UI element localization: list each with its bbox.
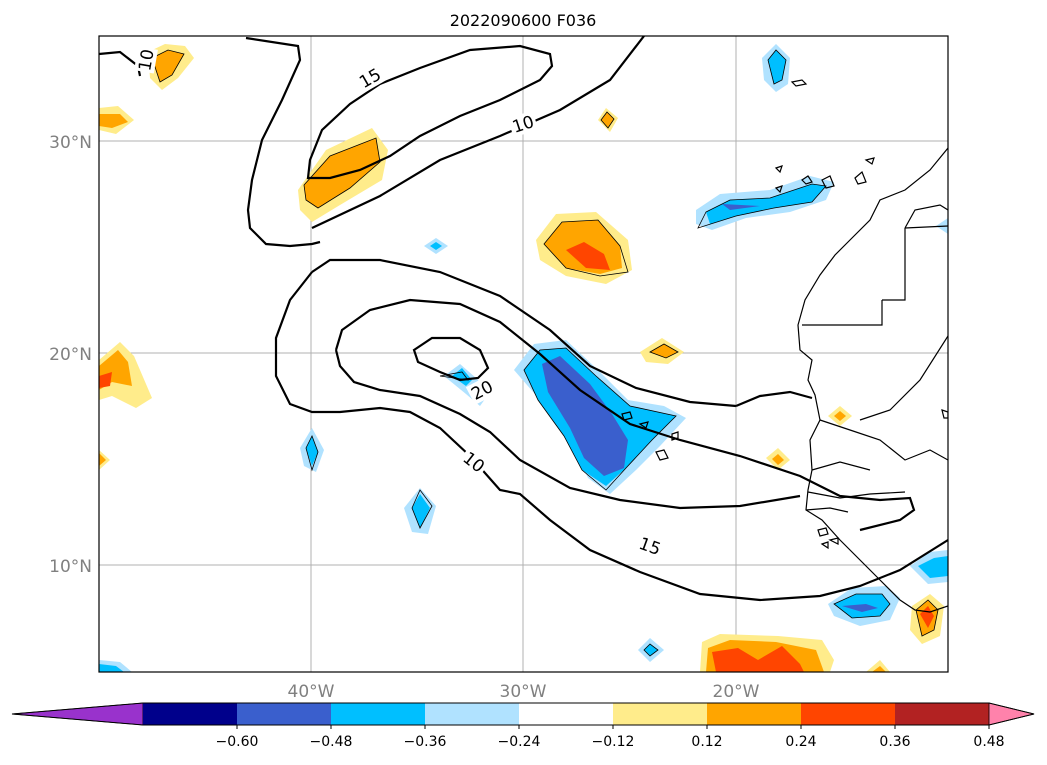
speed-contours (99, 36, 948, 602)
colorbar-tick-label: −0.12 (592, 734, 635, 750)
lon-label-20w: 20°W (713, 682, 760, 702)
colorbar-extend-low (11, 702, 144, 726)
colorbar-tick-label: −0.24 (498, 734, 541, 750)
colorbar-tick-label: 0.36 (879, 734, 910, 750)
gridlines (99, 36, 948, 672)
map-frame (98, 35, 949, 673)
colorbar-swatch (895, 703, 990, 725)
colorbar-tick-label: −0.60 (216, 734, 259, 750)
colorbar-extend-high (988, 702, 1035, 726)
colorbar-tick-label: 0.12 (691, 734, 722, 750)
contour-label-10-nw: 10 (135, 48, 158, 73)
map-area: 10 15 10 20 10 15 (99, 36, 948, 672)
colorbar-swatch (613, 703, 708, 725)
colorbar-swatch (425, 703, 520, 725)
lon-label-40w: 40°W (288, 682, 335, 702)
colorbar: −0.60 −0.48 −0.36 −0.24 −0.12 0.12 0.24 0.36 0.4… (11, 702, 1035, 750)
colorbar-swatch (143, 703, 238, 725)
colorbar-swatch (707, 703, 802, 725)
lat-label-30n: 30°N (49, 133, 92, 153)
colorbar-tick-label: 0.48 (973, 734, 1004, 750)
lat-label-20n: 20°N (49, 345, 92, 365)
coastlines (621, 79, 948, 613)
thin-anomaly-contours (151, 49, 939, 657)
lat-label-10n: 10°N (49, 557, 92, 577)
colorbar-tick-label: −0.48 (310, 734, 353, 750)
lon-label-30w: 30°W (500, 682, 547, 702)
colorbar-tick-label: 0.24 (785, 734, 816, 750)
colorbar-swatch (519, 703, 614, 725)
map-title: 2022090600 F036 (450, 11, 597, 30)
colorbar-tick-label: −0.36 (404, 734, 447, 750)
colorbar-swatch (331, 703, 426, 725)
colorbar-swatch (801, 703, 896, 725)
colorbar-swatch (237, 703, 332, 725)
